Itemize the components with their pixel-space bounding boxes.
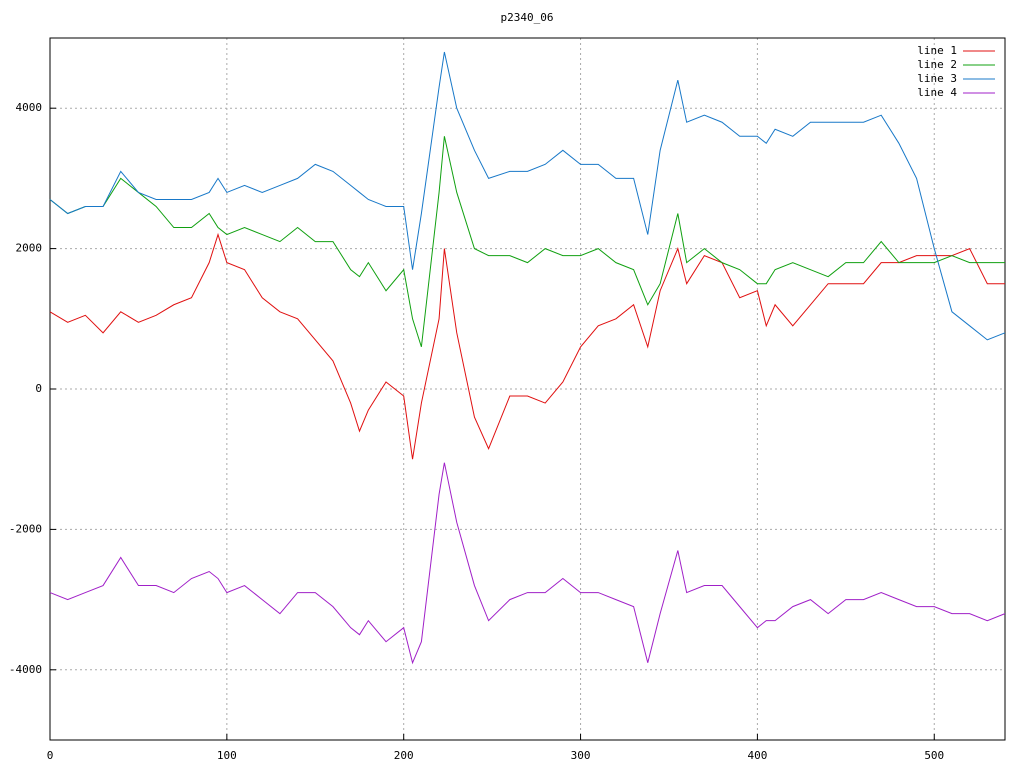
x-tick-label: 300 — [571, 749, 591, 762]
data-line — [49, 136, 1005, 348]
x-tick-label: 500 — [924, 749, 944, 762]
y-tick-label: 0 — [35, 382, 42, 395]
legend-label: line 4 — [917, 86, 957, 99]
legend-label: line 1 — [917, 44, 957, 57]
data-line — [49, 462, 1006, 665]
data-line — [49, 51, 1006, 341]
x-tick-label: 0 — [47, 749, 54, 762]
x-tick-label: 200 — [394, 749, 414, 762]
legend-label: line 2 — [917, 58, 957, 71]
y-tick-label: 4000 — [16, 101, 43, 114]
x-tick-label: 400 — [747, 749, 767, 762]
data-line — [49, 232, 1005, 460]
x-tick-label: 100 — [217, 749, 237, 762]
y-tick-label: 2000 — [16, 242, 43, 255]
y-tick-label: -4000 — [9, 663, 42, 676]
chart-title: p2340_06 — [501, 11, 554, 24]
y-tick-label: -2000 — [9, 522, 42, 535]
legend-label: line 3 — [917, 72, 957, 85]
plot-frame — [49, 37, 1006, 741]
